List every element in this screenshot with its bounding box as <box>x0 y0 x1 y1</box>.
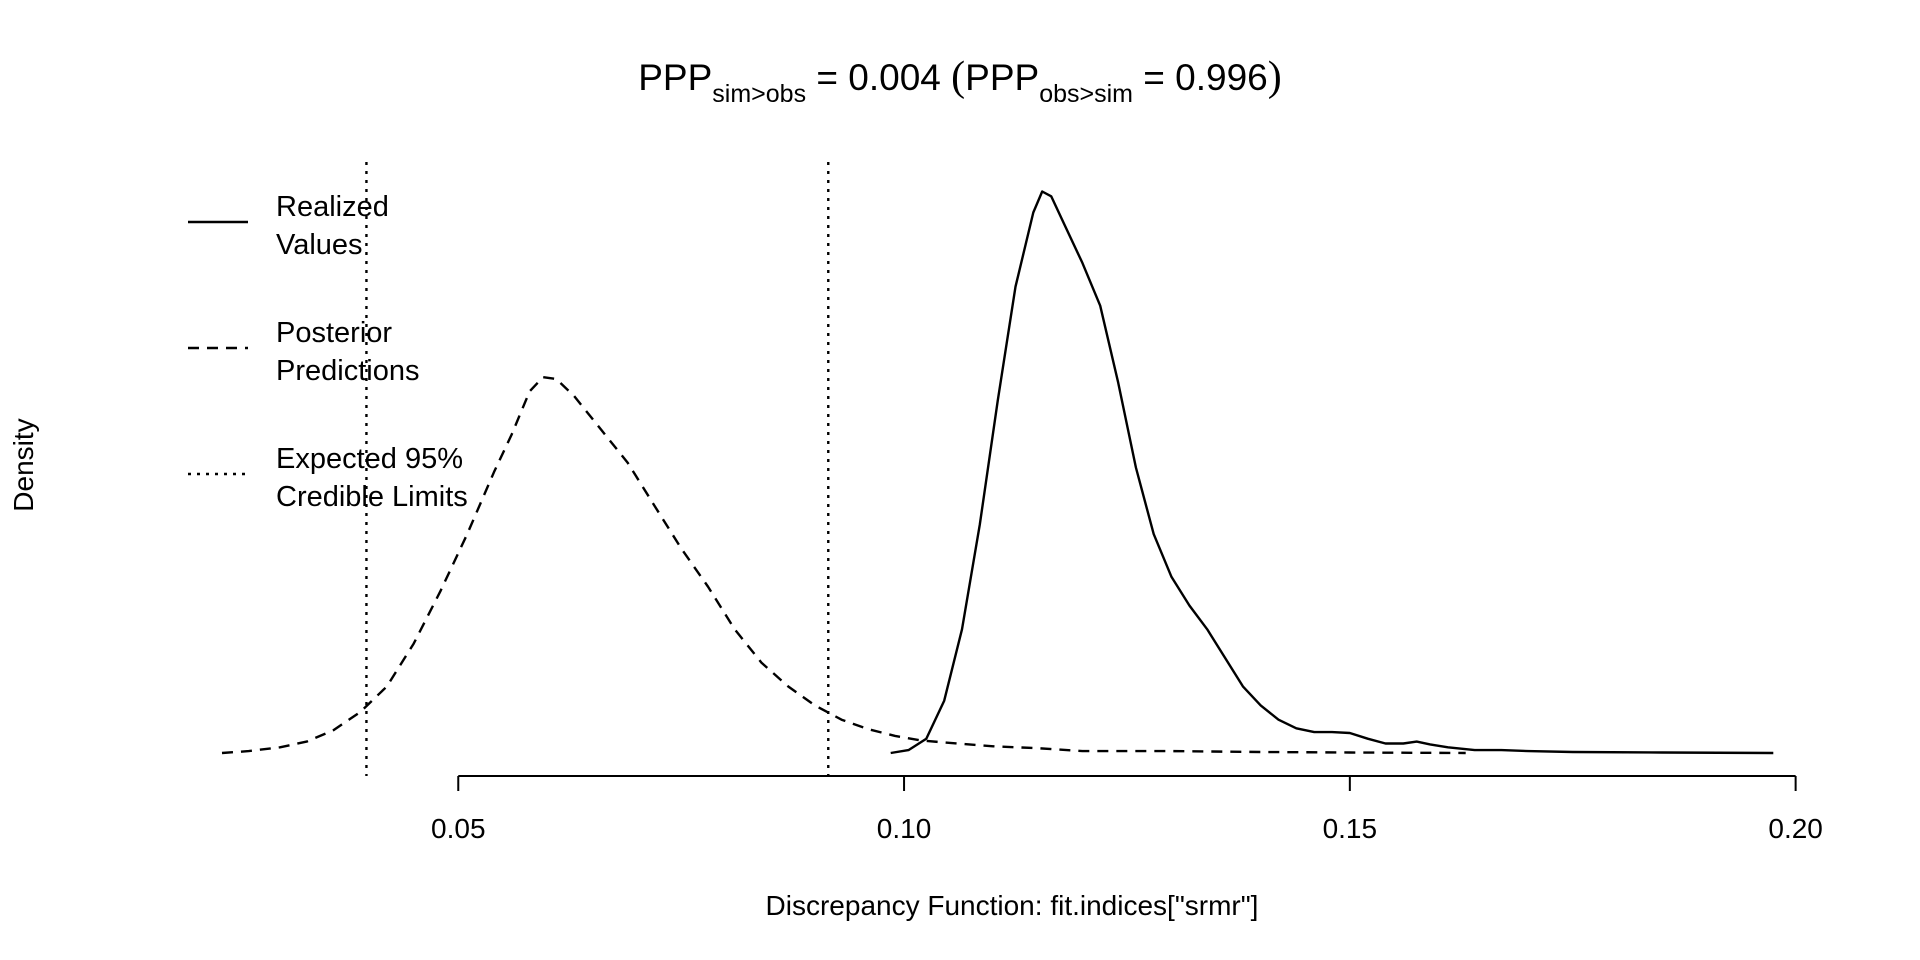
legend-realized-line1: Realized <box>276 191 389 223</box>
title-ppp-alt-label: PPP <box>965 57 1039 98</box>
legend-realized-line2: Values <box>276 229 363 261</box>
title-ppp-alt-value: = 0.996 <box>1133 57 1268 98</box>
legend: Realized Values Posterior Predictions Ex… <box>188 191 468 513</box>
credible-limit-lines <box>365 162 830 776</box>
title-ppp-subscript: sim>obs <box>712 80 806 108</box>
title-open-paren: ( <box>951 54 965 100</box>
x-tick-label-0.05: 0.05 <box>431 813 486 844</box>
x-tick-label-0.15: 0.15 <box>1323 813 1378 844</box>
realized-values-curve <box>890 190 1774 755</box>
legend-posterior-line2: Predictions <box>276 355 419 387</box>
legend-limits-line1: Expected 95% <box>276 443 463 475</box>
x-tick-label-0.10: 0.10 <box>877 813 932 844</box>
y-axis-label: Density <box>8 418 39 511</box>
title-ppp-value: = 0.004 <box>806 57 951 98</box>
posterior-predictions-curve <box>221 375 1466 755</box>
x-tick-label-0.20: 0.20 <box>1768 813 1823 844</box>
legend-posterior-line1: Posterior <box>276 317 392 349</box>
title-close-paren: ) <box>1268 54 1282 100</box>
chart-title: PPPsim>obs = 0.004 (PPPobs>sim = 0.996) <box>638 54 1282 108</box>
title-ppp-alt-subscript: obs>sim <box>1039 80 1133 108</box>
density-curves <box>221 190 1774 755</box>
x-axis-label: Discrepancy Function: fit.indices["srmr"… <box>766 890 1259 921</box>
x-axis: 0.05 0.10 0.15 0.20 <box>431 775 1823 844</box>
legend-limits-line2: Credible Limits <box>276 481 468 513</box>
title-ppp-label: PPP <box>638 57 712 98</box>
